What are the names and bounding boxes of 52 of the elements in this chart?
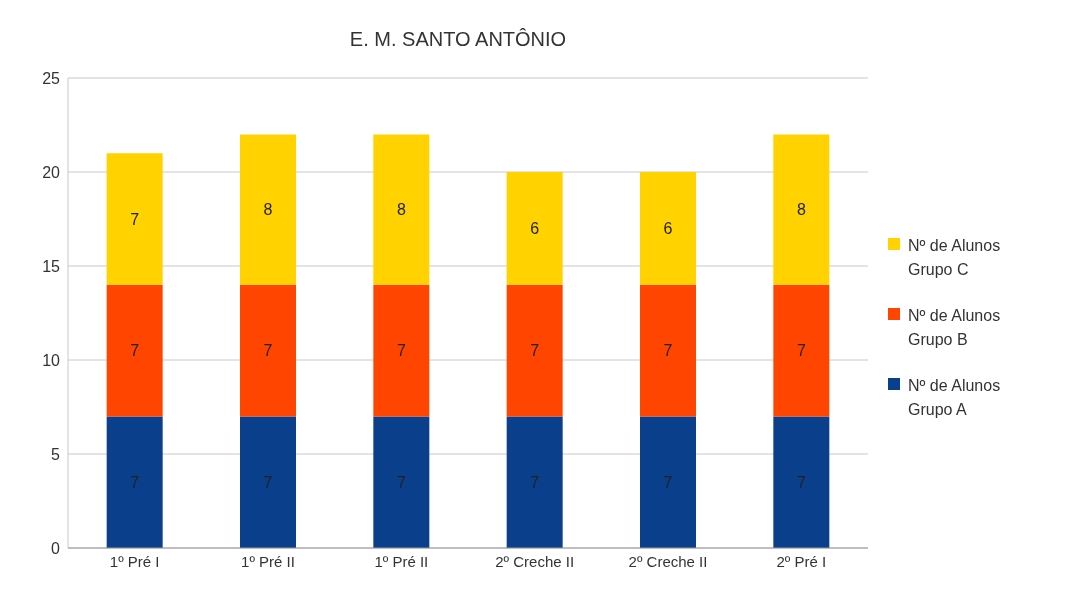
data-label: 7 (530, 473, 540, 491)
data-label: 7 (663, 473, 673, 491)
bar (373, 284, 430, 417)
legend-label: Nº de Alunos Grupo C (908, 236, 1002, 280)
y-tick-label: 20 (42, 163, 61, 181)
bar (640, 172, 696, 285)
bar (773, 134, 830, 285)
data-label: 6 (663, 220, 673, 238)
data-label: 8 (396, 201, 406, 219)
bar (106, 284, 163, 417)
bar (640, 416, 696, 548)
bar (773, 284, 830, 417)
y-tick-label: 0 (51, 539, 61, 557)
data-label: 7 (130, 473, 140, 491)
x-tick-label: 2º Pré I (776, 552, 827, 570)
bar (106, 153, 163, 285)
y-tick-label: 10 (42, 351, 61, 369)
x-tick-label: 2º Creche II (628, 552, 708, 570)
bar (106, 416, 163, 548)
data-label: 7 (796, 473, 806, 491)
x-tick-label: 1º Pré I (109, 552, 160, 570)
bar (240, 284, 296, 417)
data-label: 7 (530, 342, 540, 360)
y-tick-label: 5 (51, 445, 61, 463)
bar (506, 284, 563, 417)
bar (506, 172, 563, 285)
x-tick-label: 1º Pré II (374, 552, 429, 570)
bar (240, 134, 296, 285)
y-tick-label: 15 (42, 257, 61, 275)
data-label: 7 (396, 473, 406, 491)
data-label: 8 (796, 201, 806, 219)
bar (240, 416, 296, 548)
data-label: 8 (263, 201, 273, 219)
bar (506, 416, 563, 548)
legend-label: Nº de Alunos Grupo B (908, 306, 1002, 350)
chart-title: E. M. SANTO ANTÔNIO (348, 27, 568, 52)
bar (773, 416, 830, 548)
data-label: 7 (263, 342, 273, 360)
data-label: 7 (263, 473, 273, 491)
data-label: 7 (130, 342, 140, 360)
data-label: 7 (796, 342, 806, 360)
data-label: 7 (663, 342, 673, 360)
data-label: 7 (130, 210, 140, 228)
x-tick-label: 1º Pré II (241, 552, 295, 570)
data-label: 6 (530, 220, 540, 238)
y-tick-label: 25 (42, 69, 61, 87)
bar (640, 284, 696, 417)
bar (373, 134, 430, 285)
bar (373, 416, 430, 548)
x-tick-label: 2º Creche II (495, 552, 575, 570)
data-label: 7 (396, 342, 406, 360)
legend-label: Nº de Alunos Grupo A (908, 376, 1002, 420)
